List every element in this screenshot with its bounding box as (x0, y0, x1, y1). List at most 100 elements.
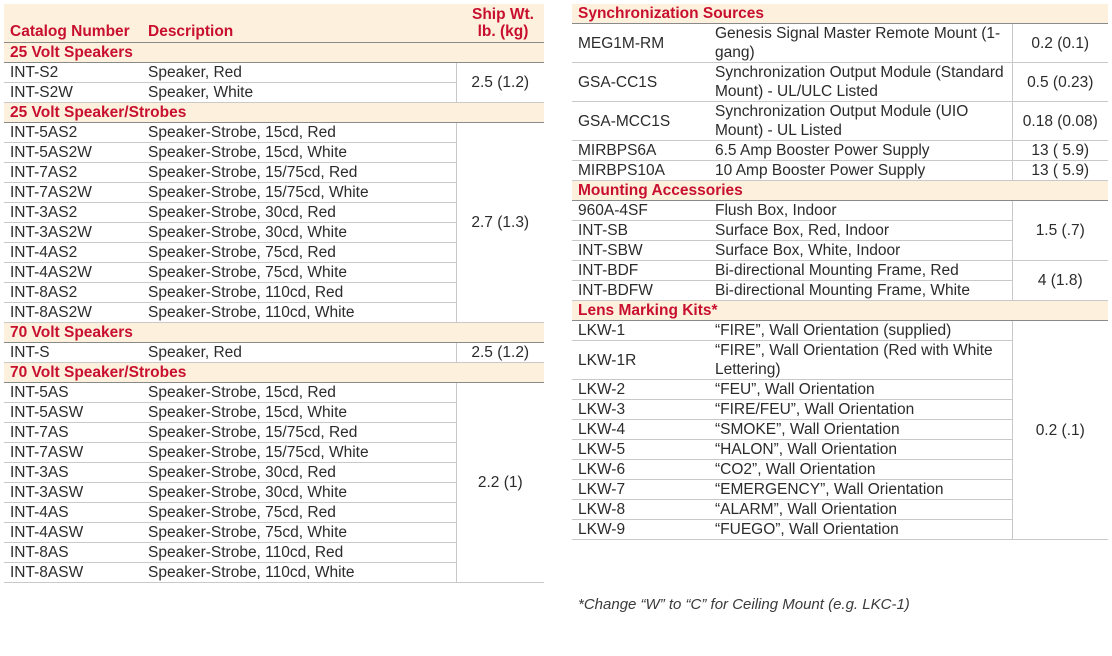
description: Speaker-Strobe, 15/75cd, White (142, 442, 456, 463)
catalog-number: INT-S2 (4, 62, 142, 83)
description: Speaker-Strobe, 15cd, Red (142, 122, 456, 143)
description: “SMOKE”, Wall Orientation (709, 419, 1012, 440)
catalog-number: INT-8AS (4, 542, 142, 563)
section-header: 70 Volt Speakers (4, 322, 544, 343)
description: Speaker-Strobe, 110cd, White (142, 562, 456, 583)
section-title: 25 Volt Speakers (4, 42, 456, 63)
table-row: INT-3ASW Speaker-Strobe, 30cd, White (4, 482, 544, 503)
table-row: INT-3AS2W Speaker-Strobe, 30cd, White (4, 222, 544, 243)
description: 6.5 Amp Booster Power Supply (709, 140, 1012, 161)
ship-weight: 0.2 (.1) (1011, 320, 1108, 540)
ship-weight: 0.2 (0.1) (1011, 23, 1108, 63)
table-row: INT-SB Surface Box, Red, Indoor (572, 220, 1108, 241)
table-row: LKW-1 “FIRE”, Wall Orientation (supplied)… (572, 320, 1108, 540)
table-row: INT-5ASW Speaker-Strobe, 15cd, White (4, 402, 544, 423)
table-row: INT-7AS2W Speaker-Strobe, 15/75cd, White (4, 182, 544, 203)
catalog-number: INT-4ASW (4, 522, 142, 543)
ship-weight: 2.5 (1.2) (455, 62, 544, 103)
description: Speaker-Strobe, 15cd, White (142, 402, 456, 423)
table-row: LKW-8 “ALARM”, Wall Orientation (572, 499, 1108, 520)
section-title: Mounting Accessories (572, 180, 1108, 201)
catalog-number: INT-7AS2W (4, 182, 142, 203)
ship-weight: 0.18 (0.08) (1011, 101, 1108, 141)
description: “FEU”, Wall Orientation (709, 379, 1012, 400)
description: Speaker-Strobe, 15/75cd, Red (142, 162, 456, 183)
table-row: INT-3AS2 Speaker-Strobe, 30cd, Red (4, 202, 544, 223)
section-header-weight-cell (456, 42, 544, 63)
catalog-number: MIRBPS6A (572, 140, 709, 161)
table-row: LKW-7 “EMERGENCY”, Wall Orientation (572, 479, 1108, 500)
description: Speaker-Strobe, 15cd, White (142, 142, 456, 163)
description: 10 Amp Booster Power Supply (709, 160, 1012, 181)
description: Speaker-Strobe, 75cd, Red (142, 502, 456, 523)
table-row: MEG1M-RM Genesis Signal Master Remote Mou… (572, 23, 1108, 63)
table-row: GSA-CC1S Synchronization Output Module (S… (572, 62, 1108, 102)
section-title: Lens Marking Kits* (572, 300, 1108, 321)
table-row: INT-8AS Speaker-Strobe, 110cd, Red (4, 542, 544, 563)
table-row: LKW-3 “FIRE/FEU”, Wall Orientation (572, 399, 1108, 420)
table-row: MIRBPS10A 10 Amp Booster Power Supply 13 (… (572, 160, 1108, 181)
ship-weight: 1.5 (.7) (1011, 200, 1108, 261)
catalog-number: INT-5AS2 (4, 122, 142, 143)
catalog-number: LKW-2 (572, 379, 709, 400)
description: Surface Box, White, Indoor (709, 240, 1012, 261)
table-row: INT-4AS2 Speaker-Strobe, 75cd, Red (4, 242, 544, 263)
ship-weight: 2.5 (1.2) (455, 342, 544, 363)
description: “FIRE”, Wall Orientation (supplied) (709, 320, 1012, 341)
catalog-number: LKW-1R (572, 340, 709, 380)
catalog-number: INT-5AS (4, 382, 142, 403)
catalog-number: INT-3AS2W (4, 222, 142, 243)
table-row: INT-5AS Speaker-Strobe, 15cd, Red 2.2 (1) (4, 382, 544, 583)
left-product-table: Catalog Number Description Ship Wt. lb. … (4, 4, 544, 583)
description: Speaker-Strobe, 15cd, Red (142, 382, 456, 403)
description: Speaker-Strobe, 75cd, Red (142, 242, 456, 263)
table-row: INT-S2W Speaker, White (4, 82, 544, 103)
catalog-number: INT-8ASW (4, 562, 142, 583)
catalog-number: INT-S (4, 342, 142, 363)
description: Bi-directional Mounting Frame, White (709, 280, 1012, 301)
catalog-number: INT-8AS2W (4, 302, 142, 323)
description: Speaker, Red (142, 342, 456, 363)
ship-weight: 13 ( 5.9) (1011, 160, 1108, 181)
description: Speaker-Strobe, 30cd, Red (142, 462, 456, 483)
catalog-number: INT-BDF (572, 260, 709, 281)
table-row: INT-3AS Speaker-Strobe, 30cd, Red (4, 462, 544, 483)
description: Speaker, White (142, 82, 456, 103)
table-row: INT-7AS Speaker-Strobe, 15/75cd, Red (4, 422, 544, 443)
table-row: INT-5AS2W Speaker-Strobe, 15cd, White (4, 142, 544, 163)
catalog-number: LKW-5 (572, 439, 709, 460)
catalog-number: INT-4AS2 (4, 242, 142, 263)
description: Speaker-Strobe, 110cd, Red (142, 542, 456, 563)
section-title: 25 Volt Speaker/Strobes (4, 102, 456, 123)
table-row: INT-S2 Speaker, Red 2.5 (1.2) (4, 62, 544, 103)
table-row: INT-7ASW Speaker-Strobe, 15/75cd, White (4, 442, 544, 463)
catalog-number: MEG1M-RM (572, 23, 709, 63)
table-row: LKW-2 “FEU”, Wall Orientation (572, 379, 1108, 400)
catalog-number: INT-7AS (4, 422, 142, 443)
catalog-number: INT-SBW (572, 240, 709, 261)
catalog-number: INT-3ASW (4, 482, 142, 503)
description: Speaker-Strobe, 30cd, White (142, 222, 456, 243)
catalog-number: MIRBPS10A (572, 160, 709, 181)
table-row: LKW-5 “HALON”, Wall Orientation (572, 439, 1108, 460)
catalog-number: LKW-7 (572, 479, 709, 500)
description: Speaker-Strobe, 15/75cd, White (142, 182, 456, 203)
ship-weight: 13 ( 5.9) (1011, 140, 1108, 161)
footnote: *Change “W” to “C” for Ceiling Mount (e.… (578, 596, 910, 613)
table-row: LKW-6 “CO2”, Wall Orientation (572, 459, 1108, 480)
table-row: INT-BDF Bi-directional Mounting Frame, Re… (572, 260, 1108, 301)
catalog-number: INT-4AS (4, 502, 142, 523)
catalog-number: INT-BDFW (572, 280, 709, 301)
description: Flush Box, Indoor (709, 200, 1012, 221)
catalog-number: LKW-1 (572, 320, 709, 341)
description: “HALON”, Wall Orientation (709, 439, 1012, 460)
table-row: INT-BDFW Bi-directional Mounting Frame, W… (572, 280, 1108, 301)
table-row: 960A-4SF Flush Box, Indoor 1.5 (.7) (572, 200, 1108, 261)
description: “ALARM”, Wall Orientation (709, 499, 1012, 520)
section-header-weight-cell (456, 362, 544, 383)
ship-weight: 0.5 (0.23) (1011, 62, 1108, 102)
catalog-number: 960A-4SF (572, 200, 709, 221)
table-row: INT-S Speaker, Red 2.5 (1.2) (4, 342, 544, 363)
section-header-weight-cell (456, 322, 544, 343)
section-header: Synchronization Sources (572, 4, 1108, 24)
